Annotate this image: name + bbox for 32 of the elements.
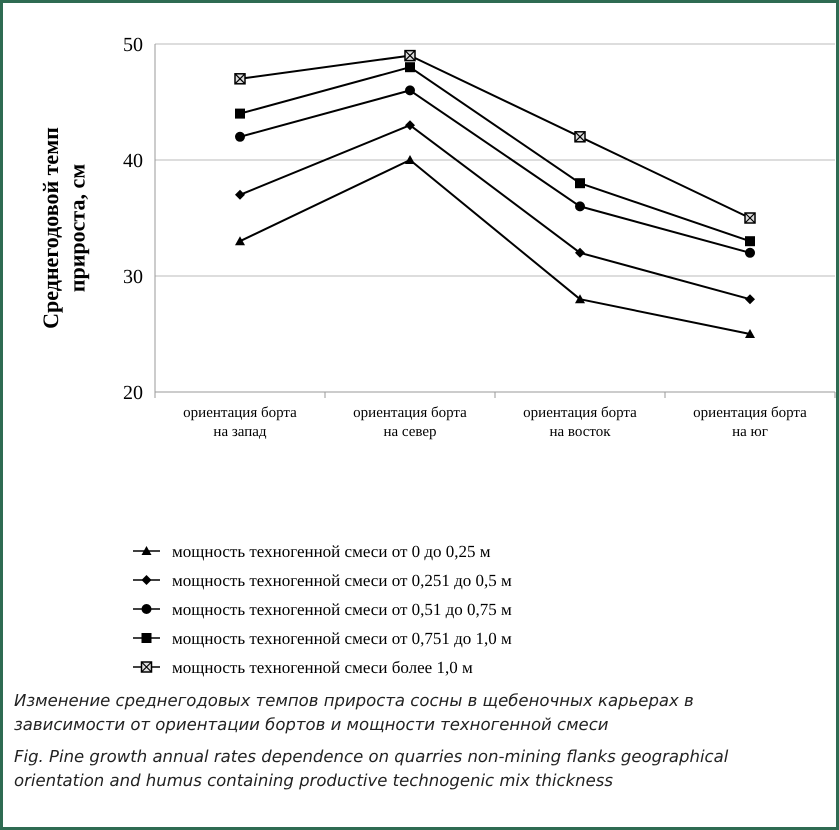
point — [405, 62, 415, 72]
point — [405, 120, 415, 130]
legend-label: мощность техногенной смеси от 0 до 0,25 м — [172, 542, 491, 561]
y-tick-label: 30 — [123, 266, 143, 288]
y-tick-label: 50 — [123, 34, 143, 56]
point — [575, 178, 585, 188]
point — [575, 294, 585, 304]
y-tick-label: 20 — [123, 382, 143, 404]
legend-label: мощность техногенной смеси от 0,251 до 0,5 м — [172, 570, 512, 590]
text: Fig. Pine growth annual rates dependence on quarries non-mining flanks geographical orientation and humus containing productive technogenic mix thickness — [14, 747, 729, 790]
point — [235, 108, 245, 119]
point — [235, 190, 245, 200]
point — [745, 294, 755, 304]
x-tick-label: ориентация борта на запад — [183, 405, 298, 440]
point — [575, 248, 585, 258]
point — [745, 236, 755, 246]
x-tick-label: ориентация борта на юг — [693, 405, 808, 440]
y-axis-title: Среднегодовой темп прироста, см — [38, 126, 90, 329]
point — [405, 85, 415, 96]
x-tick-label: ориентация борта на восток — [523, 405, 638, 440]
point — [745, 329, 755, 338]
x-tick-label: ориентация борта на север — [353, 405, 468, 440]
point — [405, 155, 415, 164]
legend-label: мощность техногенной смеси от 0,51 до 0,75 м — [172, 600, 512, 619]
text: Изменение среднегодовых темпов прироста сосны в щебеночных карьерах в зависимости от ориентации бортов и мощности техногенной смеси — [14, 691, 694, 734]
legend-label: мощность техногенной смеси более 1,0 м — [172, 658, 473, 677]
point — [745, 248, 755, 258]
y-tick-label: 40 — [123, 150, 143, 172]
point — [235, 132, 245, 142]
legend-label: мощность техногенной смеси от 0,751 до 1,0 м — [172, 628, 512, 648]
point — [575, 201, 585, 212]
point — [235, 236, 245, 246]
